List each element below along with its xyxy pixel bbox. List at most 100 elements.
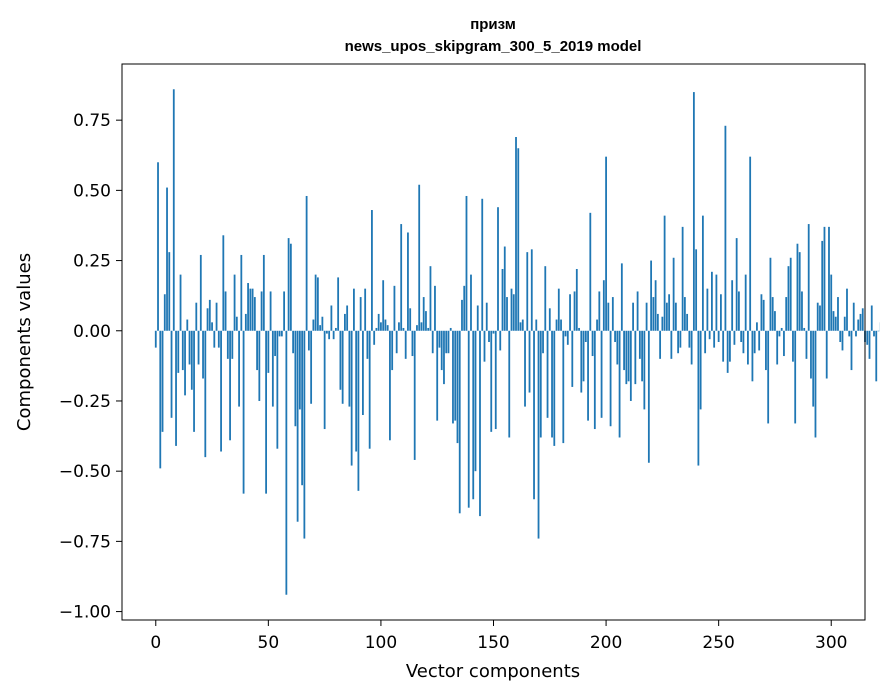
bar	[461, 299, 463, 331]
bar	[636, 291, 639, 331]
bar	[292, 330, 295, 354]
bar	[731, 280, 734, 331]
bar	[575, 268, 578, 331]
bar	[632, 302, 634, 331]
bar	[812, 330, 815, 407]
bar	[695, 249, 698, 331]
bar	[436, 330, 439, 421]
bar	[720, 294, 722, 331]
bar	[580, 330, 583, 393]
bar	[665, 302, 668, 331]
bar	[393, 285, 396, 331]
bar	[350, 330, 353, 466]
bar	[512, 294, 515, 331]
bar	[855, 330, 857, 337]
y-tick-label: −0.25	[59, 392, 111, 412]
bar	[593, 330, 596, 430]
bar	[584, 330, 587, 342]
bar	[778, 330, 781, 337]
bar	[497, 207, 499, 331]
bar	[616, 330, 619, 365]
bar	[776, 330, 779, 365]
y-tick-label: 0.50	[73, 181, 111, 201]
bar	[672, 257, 675, 331]
bar	[316, 277, 319, 331]
bar	[269, 291, 272, 331]
bar	[569, 294, 571, 331]
bar	[226, 330, 229, 359]
bar	[643, 330, 646, 410]
bar	[344, 313, 346, 331]
bar	[873, 330, 875, 337]
bar	[724, 125, 727, 331]
bar	[587, 330, 589, 421]
y-tick-label: 0.00	[73, 322, 111, 342]
bar	[670, 330, 673, 359]
x-tick-label: 150	[477, 633, 509, 653]
bar	[400, 224, 403, 331]
bar	[391, 330, 394, 371]
bar	[517, 148, 520, 331]
bar	[323, 330, 326, 430]
bar	[823, 226, 826, 331]
bar	[278, 330, 281, 337]
bar	[274, 330, 276, 357]
bar	[729, 330, 731, 362]
bar	[402, 327, 405, 331]
bar	[454, 330, 457, 421]
bar	[224, 291, 227, 331]
bar	[634, 330, 637, 385]
bar	[283, 291, 286, 331]
bar	[384, 319, 387, 331]
bar	[832, 311, 835, 331]
bar	[810, 330, 812, 379]
bar	[668, 294, 671, 331]
bar	[319, 325, 322, 331]
bar	[262, 254, 265, 331]
bar	[560, 319, 562, 331]
bar	[213, 330, 216, 348]
bar	[738, 291, 740, 331]
bar	[524, 330, 526, 407]
bar	[661, 316, 664, 331]
bar	[726, 330, 729, 373]
bar	[749, 156, 752, 331]
bar	[868, 330, 871, 359]
bar	[663, 215, 666, 331]
bar	[839, 330, 842, 342]
bar	[398, 322, 400, 331]
bar	[296, 330, 299, 522]
bar	[830, 274, 833, 331]
bar	[470, 274, 472, 331]
bar	[483, 330, 486, 362]
bar	[551, 330, 553, 438]
bar	[472, 330, 475, 500]
bar	[528, 330, 531, 393]
bar	[355, 330, 358, 452]
bar	[566, 330, 569, 345]
bar	[188, 330, 191, 365]
bar	[614, 330, 616, 342]
bar	[794, 330, 797, 424]
bar	[740, 330, 743, 342]
bar	[181, 330, 184, 371]
bar	[530, 249, 533, 331]
y-tick-label: −0.75	[59, 532, 111, 552]
bar	[789, 257, 792, 331]
x-axis-ticks: 0 50 100 150 200 250 300	[150, 620, 847, 653]
bar	[427, 327, 430, 331]
bar	[413, 330, 416, 460]
bar	[735, 238, 738, 331]
plot-frame	[121, 63, 866, 621]
bar	[206, 308, 209, 331]
bar	[420, 322, 423, 331]
bar	[449, 327, 452, 331]
bar	[328, 330, 331, 340]
y-axis-ticks: −1.00 −0.75 −0.50 −0.25 0.00 0.25 0.50 0.75	[59, 111, 122, 623]
bar	[242, 330, 245, 494]
bar	[679, 330, 682, 348]
chart-subtitle: news_upos_skipgram_300_5_2019 model	[345, 38, 642, 55]
bar	[217, 330, 220, 348]
y-tick-label: 0.25	[73, 252, 111, 272]
